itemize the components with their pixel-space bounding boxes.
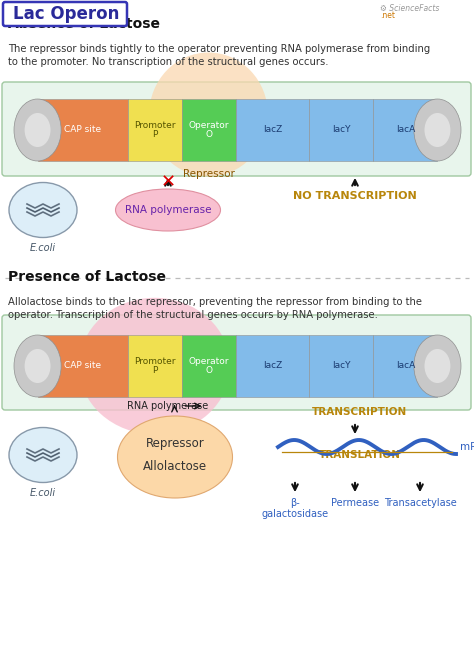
Ellipse shape bbox=[25, 113, 51, 147]
Ellipse shape bbox=[9, 428, 77, 483]
Text: E.coli: E.coli bbox=[30, 243, 56, 253]
Ellipse shape bbox=[414, 335, 461, 397]
Bar bbox=[310, 99, 374, 161]
Bar bbox=[128, 99, 182, 161]
Text: Repressor: Repressor bbox=[182, 169, 235, 179]
Bar bbox=[182, 99, 236, 161]
Text: lacA: lacA bbox=[396, 126, 415, 134]
Text: E.coli: E.coli bbox=[30, 488, 56, 498]
Text: lacZ: lacZ bbox=[263, 126, 282, 134]
Text: Operator
O: Operator O bbox=[188, 120, 229, 140]
Text: Repressor: Repressor bbox=[146, 436, 204, 450]
Text: RNA polymerase: RNA polymerase bbox=[127, 401, 208, 411]
Text: lacY: lacY bbox=[332, 126, 351, 134]
Ellipse shape bbox=[414, 99, 461, 161]
Text: RNA polymerase: RNA polymerase bbox=[125, 205, 211, 215]
Bar bbox=[310, 335, 374, 397]
Text: lacA: lacA bbox=[396, 362, 415, 370]
Text: ✕: ✕ bbox=[160, 173, 175, 191]
Text: β-
galactosidase: β- galactosidase bbox=[262, 498, 328, 519]
Text: TRANSCRIPTION: TRANSCRIPTION bbox=[312, 407, 408, 417]
FancyBboxPatch shape bbox=[2, 82, 471, 176]
Text: Promoter
P: Promoter P bbox=[134, 356, 175, 375]
Text: NO TRANSCRIPTION: NO TRANSCRIPTION bbox=[293, 191, 417, 201]
Text: Absence of Lactose: Absence of Lactose bbox=[8, 17, 160, 31]
FancyBboxPatch shape bbox=[2, 315, 471, 410]
Ellipse shape bbox=[79, 298, 230, 434]
Bar bbox=[236, 335, 310, 397]
Ellipse shape bbox=[149, 53, 268, 176]
Text: Allolactose: Allolactose bbox=[143, 460, 207, 473]
Text: Transacetylase: Transacetylase bbox=[383, 498, 456, 508]
Bar bbox=[37, 335, 128, 397]
Ellipse shape bbox=[425, 113, 450, 147]
Bar bbox=[37, 99, 128, 161]
Text: mRNA: mRNA bbox=[460, 442, 474, 452]
Ellipse shape bbox=[116, 189, 220, 231]
FancyBboxPatch shape bbox=[3, 2, 127, 26]
Bar bbox=[128, 335, 182, 397]
Text: Promoter
P: Promoter P bbox=[134, 120, 175, 140]
Text: Operator
O: Operator O bbox=[188, 356, 229, 375]
Text: Permease: Permease bbox=[331, 498, 379, 508]
Text: CAP site: CAP site bbox=[64, 126, 101, 134]
Text: CAP site: CAP site bbox=[64, 362, 101, 370]
Ellipse shape bbox=[14, 335, 61, 397]
Ellipse shape bbox=[14, 99, 61, 161]
Ellipse shape bbox=[25, 349, 51, 383]
Ellipse shape bbox=[9, 182, 77, 237]
Text: lacZ: lacZ bbox=[263, 362, 282, 370]
Text: lacY: lacY bbox=[332, 362, 351, 370]
Bar bbox=[374, 99, 438, 161]
Text: TRANSLATION: TRANSLATION bbox=[319, 450, 401, 460]
Bar bbox=[236, 99, 310, 161]
Text: .net: .net bbox=[380, 11, 395, 19]
Text: ⚙ ScienceFacts: ⚙ ScienceFacts bbox=[380, 3, 439, 13]
Text: Lac Operon: Lac Operon bbox=[13, 5, 119, 23]
Text: Presence of Lactose: Presence of Lactose bbox=[8, 270, 166, 284]
Ellipse shape bbox=[118, 416, 233, 498]
Text: The repressor binds tightly to the operator preventing RNA polymerase from bindi: The repressor binds tightly to the opera… bbox=[8, 44, 430, 66]
Text: Allolactose binds to the lac repressor, preventing the repressor from binding to: Allolactose binds to the lac repressor, … bbox=[8, 297, 422, 320]
Ellipse shape bbox=[425, 349, 450, 383]
Bar bbox=[374, 335, 438, 397]
Bar bbox=[182, 335, 236, 397]
